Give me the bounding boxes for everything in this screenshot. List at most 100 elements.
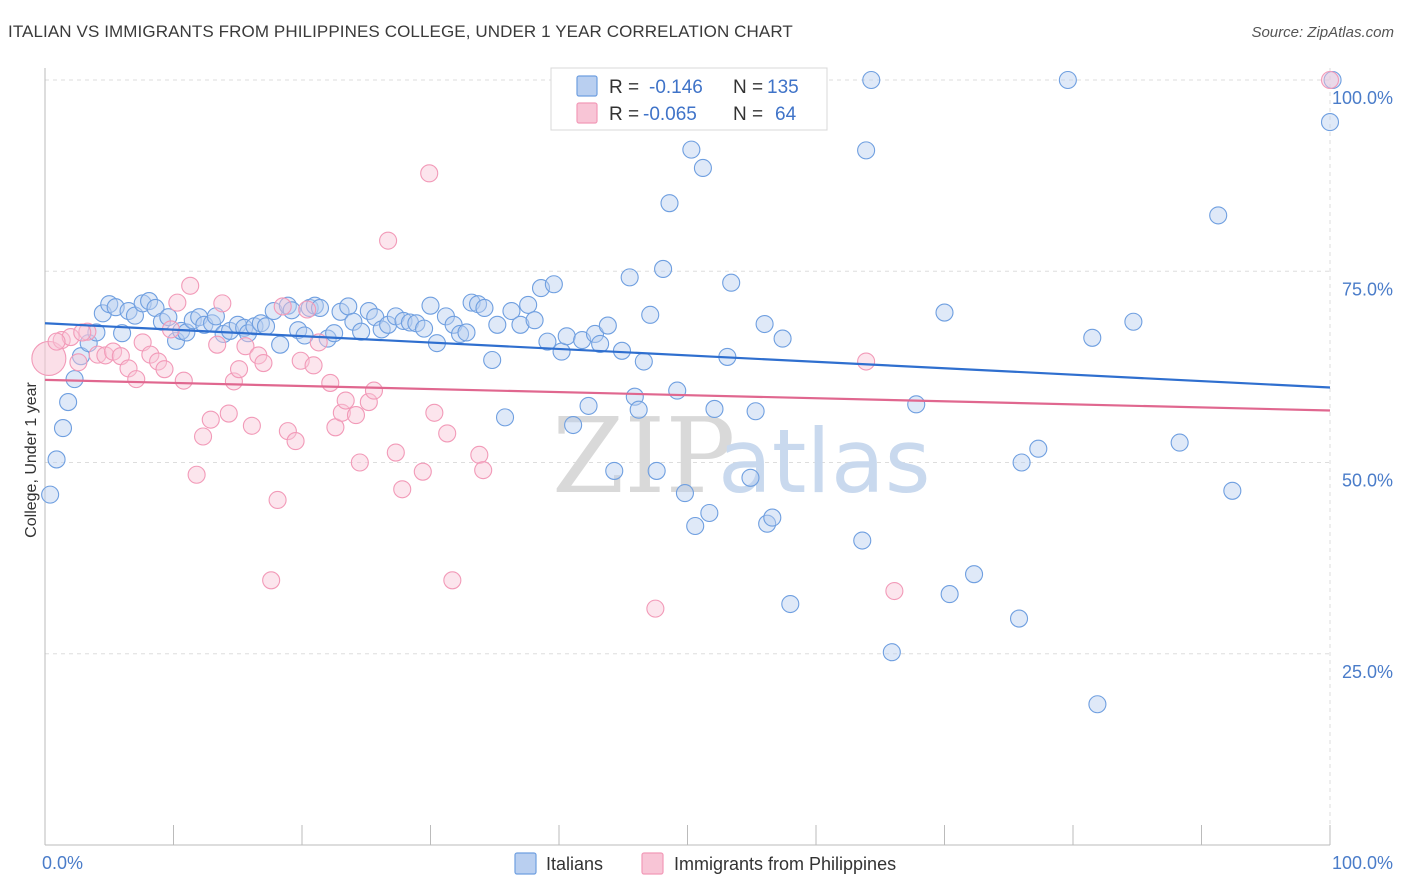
point-italians-98 — [682, 140, 701, 159]
point-philippines-18 — [181, 276, 200, 295]
point-italians-2 — [53, 419, 73, 438]
point-italians-85 — [598, 316, 617, 335]
point-philippines-17 — [174, 371, 193, 390]
point-philippines-10 — [127, 370, 146, 389]
point-italians-71 — [502, 301, 521, 321]
point-italians-133 — [1320, 113, 1340, 132]
point-italians-104 — [722, 273, 741, 292]
point-philippines-34 — [278, 422, 297, 441]
point-philippines-14 — [155, 360, 174, 379]
point-philippines-3 — [69, 353, 88, 372]
point-italians-35 — [264, 301, 283, 321]
legend-r-label-0: R = — [609, 77, 639, 98]
point-italians-52 — [372, 320, 391, 339]
y-tick-label-2: 75.0% — [1342, 279, 1393, 299]
point-italians-108 — [746, 402, 765, 421]
point-italians-33 — [251, 314, 270, 333]
point-italians-129 — [1124, 312, 1143, 331]
point-italians-120 — [935, 303, 954, 322]
point-italians-77 — [544, 275, 563, 294]
legend-swatch-italians — [576, 75, 598, 97]
point-italians-116 — [857, 141, 876, 160]
point-italians-123 — [1009, 609, 1029, 628]
point-philippines-24 — [219, 404, 238, 423]
point-philippines-50 — [393, 480, 412, 499]
point-philippines-61 — [1320, 70, 1340, 90]
point-italians-113 — [781, 594, 800, 614]
point-italians-115 — [853, 531, 872, 550]
point-italians-132 — [1223, 481, 1242, 500]
point-italians-119 — [907, 395, 926, 414]
point-philippines-20 — [194, 427, 213, 446]
point-italians-122 — [965, 565, 984, 584]
point-italians-94 — [654, 259, 673, 279]
point-italians-112 — [773, 329, 792, 348]
point-italians-64 — [457, 323, 476, 342]
axes — [44, 68, 1331, 846]
point-italians-67 — [475, 298, 494, 318]
point-philippines-52 — [420, 164, 439, 183]
point-italians-36 — [271, 335, 290, 354]
point-italians-101 — [700, 503, 719, 523]
point-italians-100 — [693, 158, 712, 178]
x-tick-label-1: 100.0% — [1332, 853, 1393, 873]
point-italians-131 — [1209, 206, 1228, 225]
point-italians-88 — [620, 268, 639, 287]
point-italians-47 — [339, 297, 358, 316]
point-philippines-37 — [298, 300, 317, 319]
point-philippines-59 — [857, 352, 876, 371]
point-italians-38 — [282, 301, 301, 320]
point-philippines-53 — [425, 403, 444, 422]
point-italians-91 — [634, 352, 653, 371]
bottom-legend-italians: Italians — [546, 854, 603, 874]
y-tick-label-1: 50.0% — [1342, 471, 1393, 491]
point-italians-45 — [325, 324, 344, 343]
point-philippines-63 — [73, 323, 92, 342]
point-italians-90 — [629, 400, 648, 419]
point-italians-69 — [488, 315, 507, 334]
point-italians-3 — [59, 393, 78, 412]
watermark-zip: ZIP — [552, 395, 735, 517]
point-italians-49 — [352, 322, 371, 341]
point-italians-83 — [585, 324, 605, 344]
point-philippines-57 — [474, 461, 493, 480]
point-italians-117 — [862, 70, 881, 90]
bottom-legend: Italians Immigrants from Philippines — [514, 852, 896, 875]
point-italians-128 — [1088, 695, 1107, 714]
point-italians-76 — [538, 332, 557, 351]
point-italians-70 — [495, 408, 515, 427]
point-italians-121 — [940, 585, 959, 604]
point-italians-58 — [415, 319, 434, 338]
point-philippines-38 — [304, 356, 323, 375]
point-philippines-43 — [336, 391, 355, 410]
point-philippines-47 — [364, 381, 384, 400]
point-italians-34 — [256, 317, 276, 336]
point-italians-80 — [564, 415, 583, 435]
point-italians-73 — [519, 295, 538, 314]
point-italians-124 — [1012, 453, 1031, 472]
point-italians-79 — [557, 327, 576, 346]
point-italians-72 — [511, 315, 530, 334]
point-philippines-12 — [141, 345, 160, 364]
point-philippines-56 — [470, 445, 489, 464]
legend-r-value-1: -0.065 — [643, 104, 697, 125]
point-philippines-54 — [438, 424, 457, 443]
point-philippines-60 — [885, 581, 904, 601]
y-tick-label-0: 25.0% — [1342, 662, 1393, 682]
point-italians-48 — [344, 312, 363, 331]
point-italians-74 — [525, 311, 544, 330]
point-philippines-13 — [149, 352, 168, 371]
y-axis-label: College, Under 1 year — [23, 382, 40, 538]
point-italians-95 — [660, 194, 679, 213]
point-philippines-22 — [208, 335, 227, 354]
point-philippines-19 — [187, 465, 206, 484]
point-philippines-28 — [242, 416, 261, 435]
trend-line-italians — [44, 322, 1331, 389]
point-philippines-55 — [443, 571, 462, 590]
point-philippines-2 — [61, 327, 80, 347]
point-philippines-62 — [47, 332, 66, 351]
point-italians-1 — [47, 450, 66, 469]
point-philippines-4 — [78, 322, 97, 341]
series-italians-points — [41, 70, 1342, 714]
